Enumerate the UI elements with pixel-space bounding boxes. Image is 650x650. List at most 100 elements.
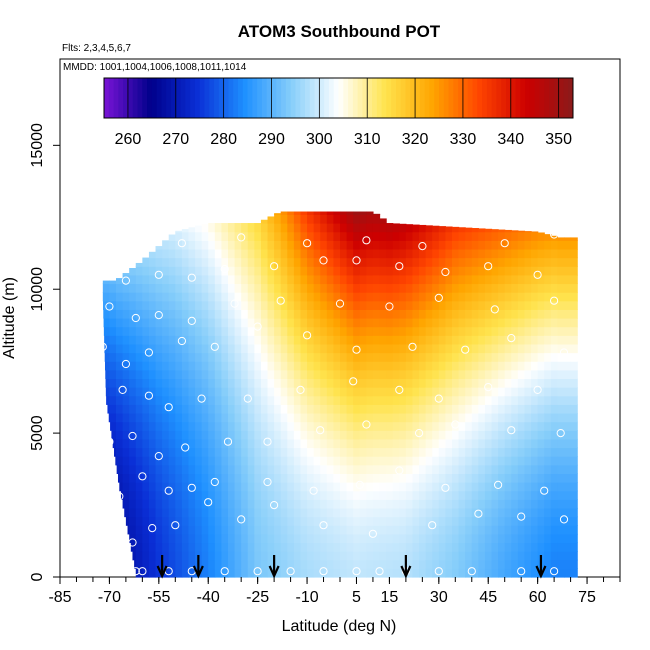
heatmap-cell	[247, 456, 255, 466]
heatmap-cell	[267, 525, 275, 535]
heatmap-cell	[234, 551, 242, 561]
heatmap-cell	[392, 525, 400, 535]
colorbar-segment	[281, 78, 287, 118]
heatmap-cell	[458, 551, 466, 561]
heatmap-cell	[537, 352, 545, 362]
heatmap-cell	[405, 309, 414, 319]
heatmap-cell	[181, 343, 190, 354]
heatmap-cell	[531, 343, 539, 354]
heatmap-cell	[412, 421, 420, 431]
heatmap-cell	[491, 542, 499, 552]
x-tick-label: -10	[295, 589, 318, 606]
heatmap-cell	[280, 231, 288, 241]
heatmap-cell	[392, 404, 400, 414]
heatmap-cell	[432, 387, 440, 397]
heatmap-cell	[564, 257, 572, 267]
heatmap-cell	[438, 274, 447, 285]
heatmap-cell	[366, 533, 374, 544]
heatmap-cell	[280, 395, 288, 405]
heatmap-cell	[425, 533, 433, 544]
heatmap-cell	[570, 395, 578, 405]
heatmap-cell	[221, 292, 229, 302]
y-axis-label: Altitude (m)	[1, 277, 18, 359]
heatmap-cell	[247, 378, 255, 388]
heatmap-cell	[570, 447, 578, 457]
heatmap-cell	[188, 257, 196, 267]
heatmap-cell	[195, 274, 203, 285]
heatmap-cell	[504, 438, 512, 449]
heatmap-cell	[254, 559, 262, 569]
heatmap-cell	[471, 525, 479, 535]
heatmap-cell	[399, 473, 407, 483]
sample-point	[490, 305, 499, 314]
colorbar-segment	[482, 78, 488, 118]
heatmap-cell	[260, 559, 269, 569]
heatmap-cell	[109, 309, 117, 319]
heatmap-cell	[214, 507, 223, 518]
heatmap-cell	[491, 229, 499, 233]
heatmap-cell	[564, 412, 572, 423]
heatmap-cell	[405, 525, 414, 535]
heatmap-cell	[425, 438, 433, 449]
heatmap-cell	[531, 266, 539, 276]
heatmap-cell	[280, 490, 288, 500]
heatmap-cell	[425, 525, 433, 535]
heatmap-cell	[517, 326, 526, 336]
heatmap-cell	[452, 309, 460, 319]
heatmap-cell	[386, 274, 394, 285]
heatmap-cell	[208, 231, 216, 241]
heatmap-cell	[359, 551, 367, 561]
colorbar-tick-label: 320	[402, 131, 429, 148]
heatmap-cell	[517, 369, 526, 380]
heatmap-cell	[162, 343, 170, 354]
heatmap-cell	[517, 559, 526, 569]
heatmap-cell	[293, 292, 302, 302]
sample-point	[181, 443, 190, 452]
heatmap-cell	[399, 559, 407, 569]
heatmap-cell	[280, 248, 288, 259]
colorbar-segment	[486, 78, 493, 118]
heatmap-cell	[484, 464, 493, 474]
heatmap-cell	[300, 231, 308, 241]
heatmap-cell	[260, 499, 269, 509]
heatmap-cell	[346, 257, 354, 267]
heatmap-cell	[260, 516, 269, 526]
heatmap-cell	[511, 507, 519, 518]
heatmap-cell	[214, 456, 223, 466]
heatmap-cell	[379, 499, 387, 509]
heatmap-cell	[129, 300, 137, 310]
heatmap-cell	[570, 292, 578, 302]
heatmap-cell	[300, 292, 308, 302]
heatmap-cell	[280, 283, 288, 293]
heatmap-cell	[247, 525, 255, 535]
heatmap-cell	[346, 309, 354, 319]
heatmap-cell	[504, 525, 512, 535]
heatmap-cell	[458, 326, 466, 336]
heatmap-cell	[168, 533, 176, 544]
heatmap-cell	[491, 248, 499, 259]
heatmap-cell	[452, 473, 460, 483]
heatmap-cell	[287, 456, 295, 466]
heatmap-cell	[320, 421, 328, 431]
heatmap-cell	[412, 516, 420, 526]
heatmap-cell	[293, 533, 302, 544]
heatmap-cell	[122, 292, 130, 302]
heatmap-cell	[195, 507, 203, 518]
heatmap-cell	[326, 499, 335, 509]
heatmap-cell	[208, 395, 216, 405]
heatmap-cell	[419, 395, 427, 405]
sample-point	[197, 394, 206, 403]
heatmap-cell	[135, 404, 143, 414]
heatmap-cell	[458, 274, 466, 285]
heatmap-cell	[425, 335, 433, 345]
heatmap-cell	[498, 231, 506, 241]
heatmap-cell	[333, 378, 341, 388]
heatmap-cell	[287, 300, 295, 310]
heatmap-cell	[162, 240, 170, 250]
heatmap-cell	[241, 559, 249, 569]
heatmap-cell	[148, 421, 157, 431]
heatmap-cell	[372, 490, 381, 500]
heatmap-cell	[412, 352, 420, 362]
heatmap-cell	[531, 274, 539, 285]
heatmap-cell	[392, 369, 400, 380]
